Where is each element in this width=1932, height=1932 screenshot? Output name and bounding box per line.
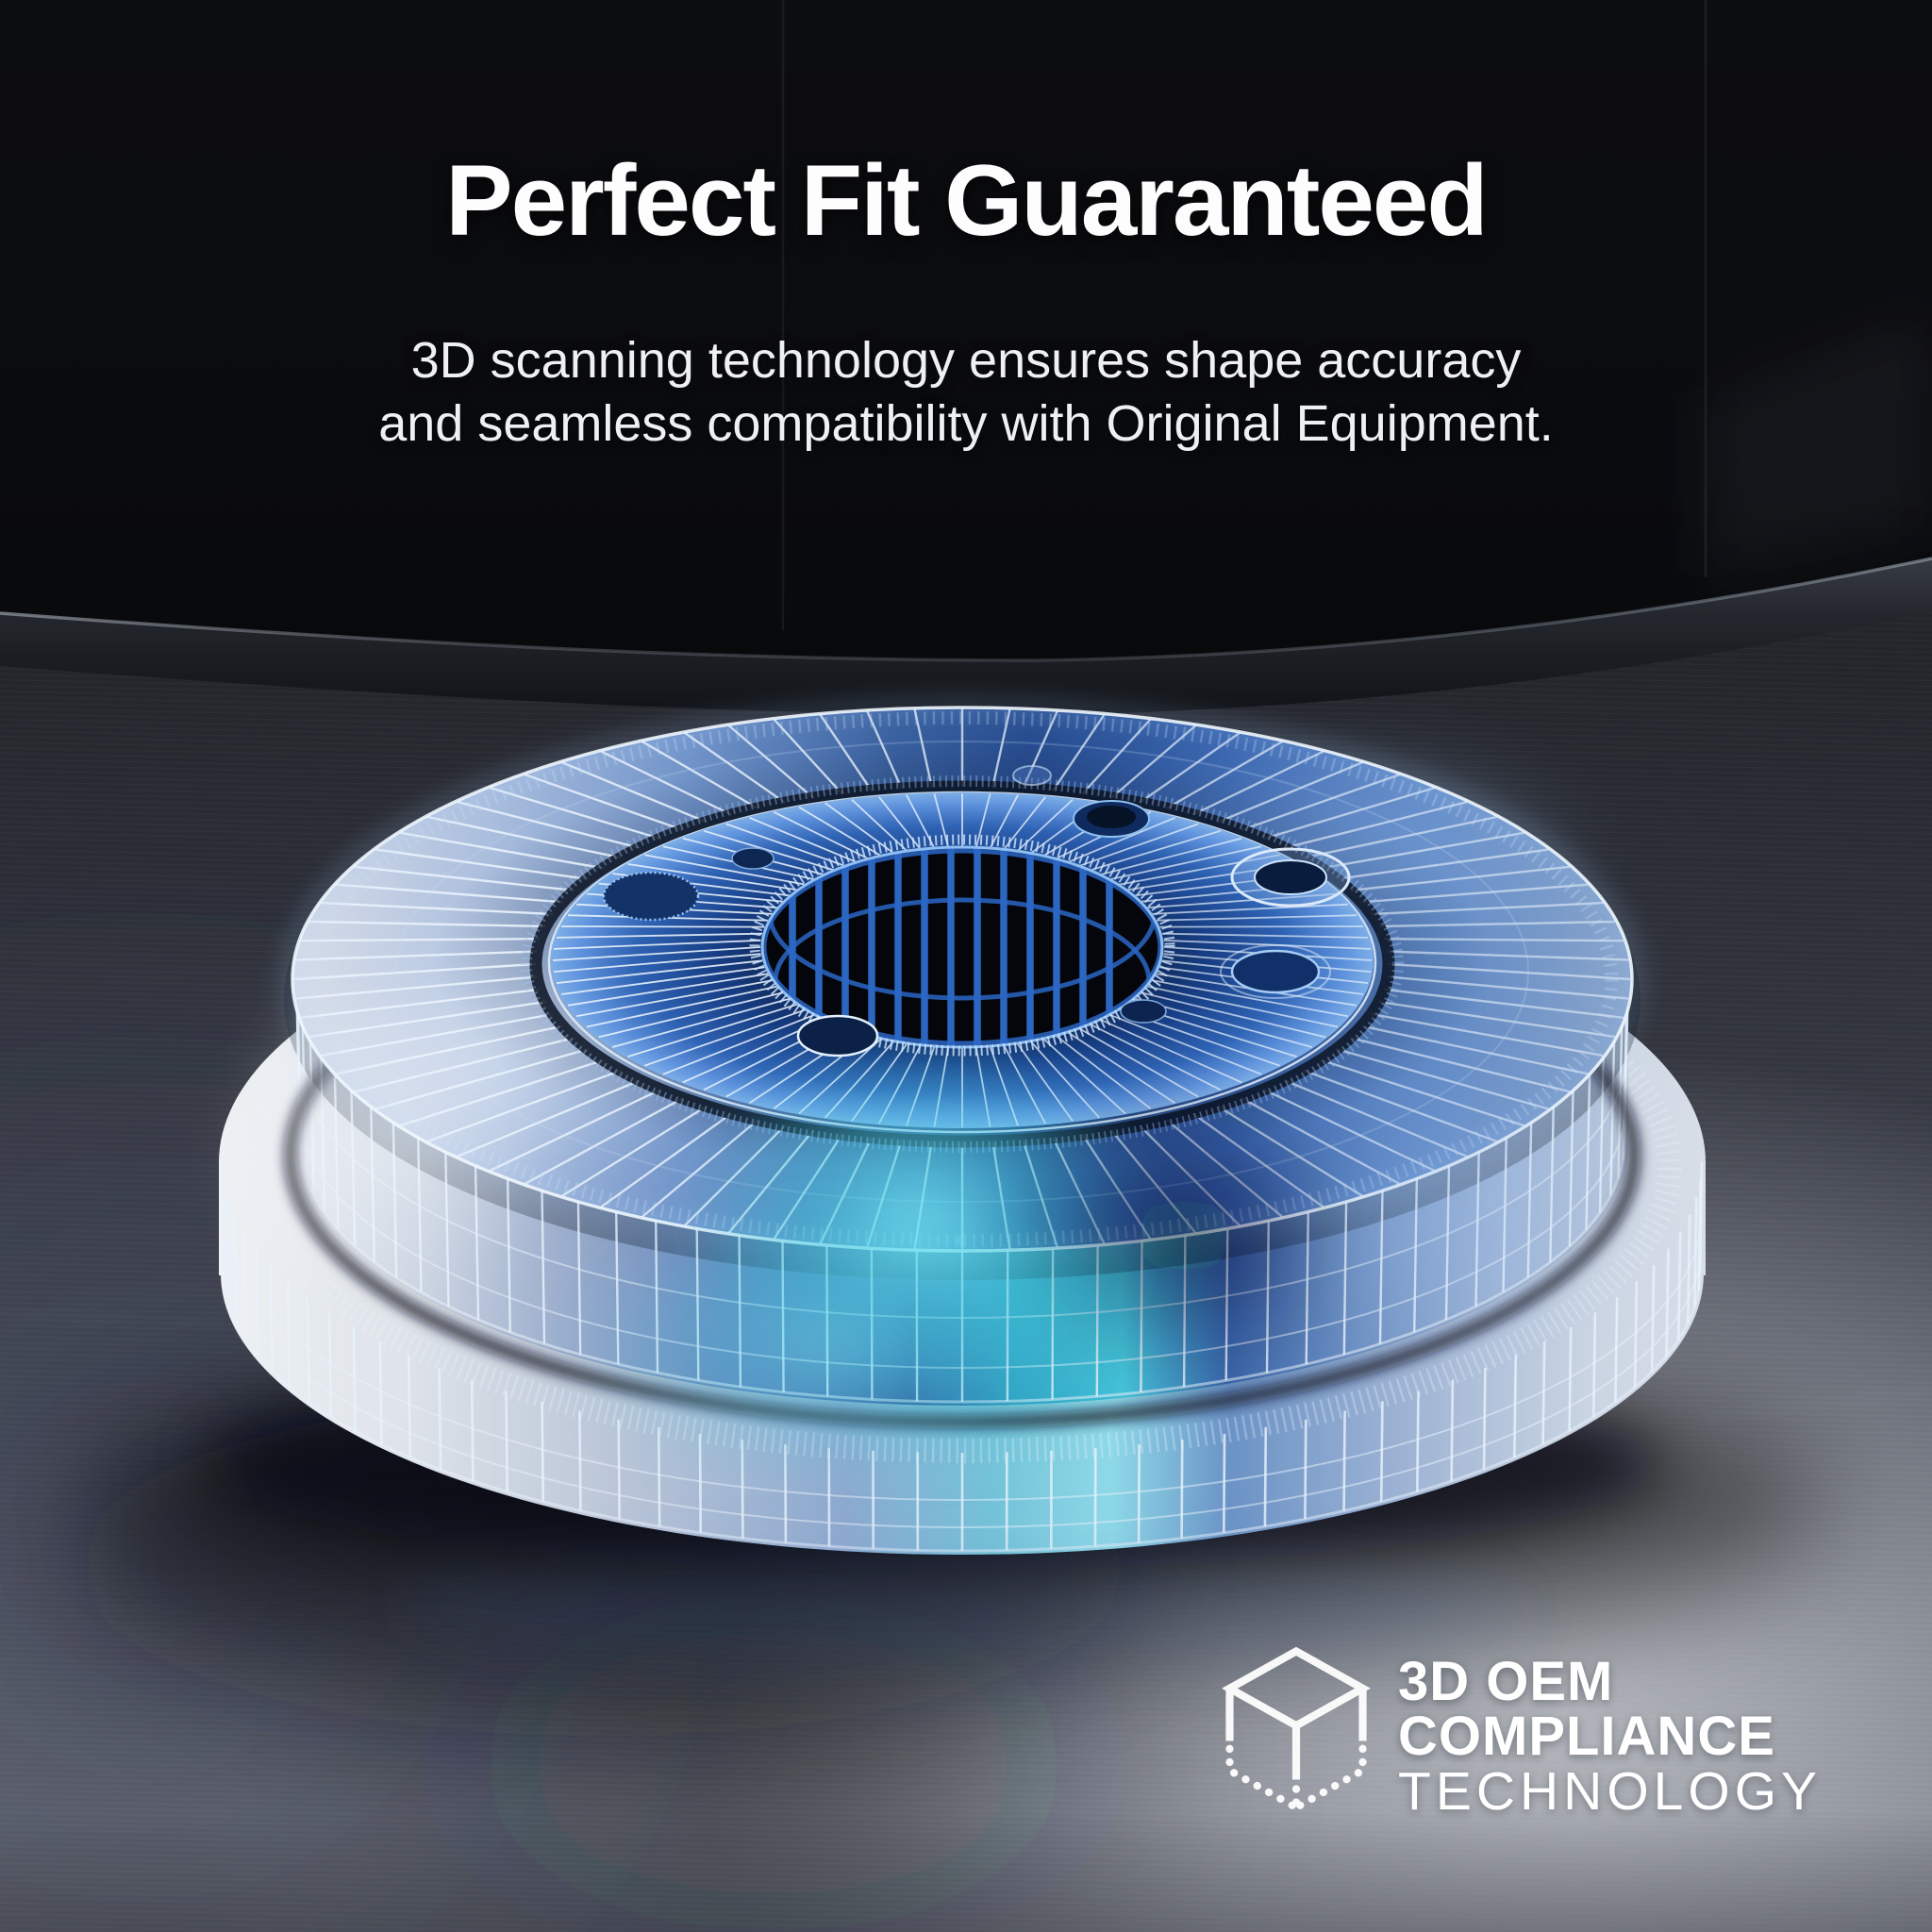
page-title: Perfect Fit Guaranteed — [445, 143, 1489, 257]
hub-rim — [760, 845, 1164, 1049]
brake-drum-render — [75, 698, 1830, 1736]
hub-bore — [749, 834, 1175, 1057]
wall-ledge — [0, 558, 1932, 715]
bolt-hole — [1120, 999, 1167, 1024]
wall-glows — [212, 1000, 1641, 1486]
bolt-hole — [1220, 944, 1331, 999]
bolt-hole — [796, 1014, 879, 1058]
floor-seam-left — [0, 1311, 227, 1326]
wireframe-cube-icon — [1222, 1646, 1371, 1812]
hub-bore-opening — [762, 847, 1162, 1047]
badge-line-2: COMPLIANCE — [1398, 1706, 1775, 1767]
left-white-sheen — [212, 1000, 580, 1292]
subtitle-line-2: and seamless compatibility with Original… — [378, 395, 1554, 452]
back-wall — [0, 0, 1932, 660]
cube-top-face — [1222, 1646, 1371, 1730]
right-blue-sheen — [1245, 1033, 1641, 1363]
navy-shade-patch — [1019, 1090, 1349, 1382]
plateau-groove-ticks — [521, 775, 1404, 1153]
hub-tick-ring — [749, 834, 1175, 1057]
floor-seam-right — [1697, 1391, 1932, 1419]
wall-ledge-highlight — [0, 557, 1932, 662]
badge-line-3: TECHNOLOGY — [1398, 1761, 1823, 1822]
bolt-hole — [731, 847, 774, 870]
hub-boss — [1230, 847, 1351, 908]
cube-dotted-edges — [1225, 1744, 1367, 1812]
cube-solid-edges — [1225, 1688, 1367, 1780]
bolt-hole — [1073, 800, 1150, 838]
subtitle-line-1: 3D scanning technology ensures shape acc… — [410, 332, 1522, 389]
bolt-hole — [602, 871, 700, 922]
badge-text: 3D OEM COMPLIANCE TECHNOLOGY — [1398, 1651, 1823, 1822]
floor-bottom-shade — [0, 1811, 1932, 1932]
bolt-holes — [602, 765, 1351, 1058]
badge-line-1: 3D OEM — [1398, 1651, 1614, 1712]
teal-glow-low — [566, 1212, 1094, 1486]
wall-light-wedge — [1706, 311, 1932, 577]
compliance-badge: 3D OEM COMPLIANCE TECHNOLOGY — [1219, 1643, 1822, 1826]
rim-tick-ring — [307, 711, 1618, 1247]
hub-boss-small — [1012, 765, 1052, 786]
floor-blue-reflection — [396, 1548, 1528, 1669]
subtitle: 3D scanning technology ensures shape acc… — [0, 329, 1932, 456]
